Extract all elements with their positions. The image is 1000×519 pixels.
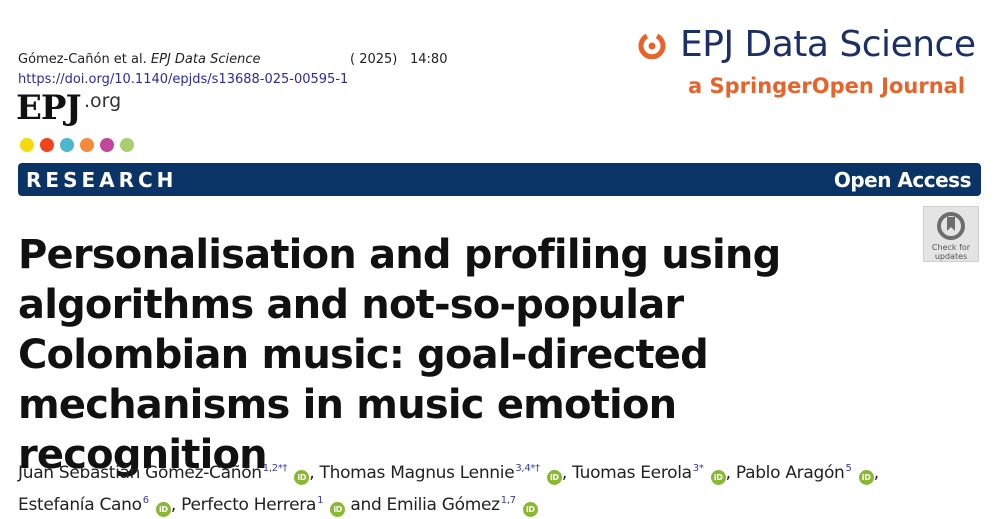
author-affiliation[interactable]: 1,7 (500, 495, 516, 506)
dot-green (120, 138, 134, 152)
article-type-banner: RESEARCH Open Access (18, 163, 981, 196)
orcid-icon[interactable]: iD (155, 502, 171, 517)
orcid-icon[interactable]: iD (858, 470, 874, 485)
springeropen-icon (638, 33, 666, 59)
check-for-updates-label: Check for updates (931, 243, 971, 261)
bookmark-refresh-icon (937, 212, 965, 240)
author-name[interactable]: Juan Sebastián Gómez-Cañón (18, 463, 262, 483)
dot-orange (80, 138, 94, 152)
author-name[interactable]: Tuomas Eerola (572, 463, 692, 483)
author-affiliation[interactable]: 3,4*† (515, 463, 540, 474)
author-affiliation[interactable]: 1 (317, 495, 324, 506)
doi-link[interactable]: https://doi.org/10.1140/epjds/s13688-025… (18, 72, 349, 87)
orcid-icon[interactable]: iD (522, 502, 538, 517)
citation-authors: Gómez-Cañón et al. (18, 52, 147, 67)
orcid-icon[interactable]: iD (710, 470, 726, 485)
orcid-icon[interactable]: iD (546, 470, 562, 485)
check-for-updates-button[interactable]: Check for updates (923, 206, 979, 262)
author-name[interactable]: Emilia Gómez (386, 495, 501, 515)
epj-org-logo[interactable]: EPJ .org (16, 88, 121, 128)
orcid-icon[interactable]: iD (330, 502, 346, 517)
journal-title: EPJ Data Science (680, 24, 976, 65)
orcid-icon[interactable]: iD (294, 470, 310, 485)
author-separator: , (725, 463, 736, 483)
epj-color-dots (20, 138, 134, 152)
citation-volume: 14:80 (410, 52, 448, 67)
open-access-label: Open Access (833, 167, 972, 192)
citation-journal: EPJ Data Science (150, 52, 261, 67)
author-affiliation[interactable]: 1,2*† (262, 463, 288, 474)
author-name[interactable]: Thomas Magnus Lennie (319, 463, 515, 483)
author-affiliation[interactable]: 3* (692, 463, 704, 474)
author-separator: , (561, 463, 573, 483)
author-name[interactable]: Perfecto Herrera (181, 495, 317, 515)
journal-brand[interactable]: EPJ Data Science (638, 24, 976, 65)
author-name[interactable]: Estefanía Cano (18, 495, 142, 515)
journal-subtitle: a SpringerOpen Journal (688, 74, 966, 98)
epj-logo-text: EPJ (16, 88, 82, 128)
author-separator: and (345, 495, 387, 515)
dot-cyan (60, 138, 74, 152)
dot-red (40, 138, 54, 152)
author-separator: , (170, 495, 182, 515)
author-separator: , (873, 463, 879, 483)
author-affiliation[interactable]: 6 (142, 495, 149, 506)
author-separator: , (309, 463, 320, 483)
author-name[interactable]: Pablo Aragón (735, 463, 845, 483)
citation-line: Gómez-Cañón et al. EPJ Data Science ( 20… (18, 52, 447, 67)
author-affiliation[interactable]: 5 (845, 463, 852, 474)
author-list: Juan Sebastián Gómez-Cañón1,2*† iD, Thom… (18, 455, 978, 519)
citation-year: ( 2025) (350, 52, 398, 67)
dot-yellow (20, 138, 34, 152)
article-category: RESEARCH (26, 167, 178, 192)
article-title: Personalisation and profiling using algo… (18, 232, 781, 478)
dot-magenta (100, 138, 114, 152)
epj-logo-suffix: .org (84, 90, 122, 112)
